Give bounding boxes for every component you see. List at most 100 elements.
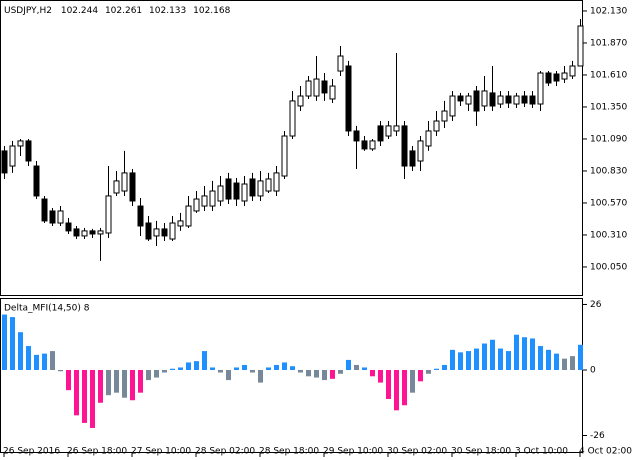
y-tick-label: 101.090 bbox=[590, 134, 627, 144]
y-tick-label: 101.350 bbox=[590, 102, 627, 112]
candle-body bbox=[121, 172, 128, 192]
histogram-bar bbox=[50, 351, 55, 370]
candle-body bbox=[273, 172, 280, 192]
x-tick-label: 30 Sep 02:00 bbox=[387, 447, 447, 457]
histogram-bar bbox=[354, 364, 359, 370]
header-close: 102.168 bbox=[193, 6, 230, 16]
histogram-bar bbox=[90, 369, 95, 428]
histogram-bar bbox=[98, 369, 103, 403]
candle-body bbox=[49, 210, 56, 224]
candle-body bbox=[329, 85, 336, 100]
histogram-bar bbox=[546, 349, 551, 370]
header-open: 102.244 bbox=[61, 6, 98, 16]
histogram-bar bbox=[58, 369, 63, 372]
histogram-bar bbox=[130, 369, 135, 401]
histogram-bar bbox=[346, 359, 351, 370]
candle-body bbox=[145, 222, 152, 240]
candle-body bbox=[33, 165, 40, 197]
histogram-bar bbox=[514, 334, 519, 370]
candle-body bbox=[217, 185, 224, 202]
price-header: USDJPY,H2 102.244 102.261 102.133 102.16… bbox=[4, 6, 231, 16]
candle-body bbox=[577, 25, 584, 67]
histogram-bar bbox=[170, 368, 175, 370]
histogram-bar bbox=[266, 367, 271, 370]
candle-body bbox=[409, 150, 416, 167]
candle-body bbox=[1, 150, 8, 174]
histogram-bar bbox=[306, 369, 311, 377]
histogram-bar bbox=[570, 356, 575, 370]
histogram-bar bbox=[10, 317, 15, 370]
histogram-bar bbox=[562, 358, 567, 370]
candle-body bbox=[377, 125, 384, 142]
histogram-bar bbox=[314, 369, 319, 378]
x-tick-label: 4 Oct 02:00 bbox=[579, 447, 632, 457]
candle-body bbox=[57, 210, 64, 224]
candle-body bbox=[137, 205, 144, 227]
candle-body bbox=[369, 140, 376, 150]
y-tick-label: 0 bbox=[590, 365, 596, 375]
candle-body bbox=[97, 230, 104, 235]
histogram-bar bbox=[162, 369, 167, 373]
histogram-bar bbox=[26, 346, 31, 370]
candle-body bbox=[177, 220, 184, 227]
histogram-bar bbox=[74, 369, 79, 416]
histogram-bar bbox=[338, 369, 343, 374]
histogram-bar bbox=[530, 338, 535, 370]
candle-body bbox=[553, 73, 560, 82]
histogram-bar bbox=[274, 364, 279, 370]
y-tick-label: 101.870 bbox=[590, 38, 627, 48]
x-tick-label: 28 Sep 18:00 bbox=[259, 447, 319, 457]
candle-body bbox=[313, 78, 320, 97]
histogram-bar bbox=[578, 344, 583, 370]
candle-body bbox=[249, 178, 256, 197]
candle-body bbox=[361, 140, 368, 150]
candle-body bbox=[113, 180, 120, 194]
candle-body bbox=[449, 95, 456, 117]
candle-body bbox=[129, 172, 136, 202]
histogram-bar bbox=[226, 369, 231, 381]
candle-body bbox=[417, 140, 424, 162]
histogram-bar bbox=[34, 354, 39, 370]
candle-body bbox=[209, 190, 216, 207]
candle-body bbox=[337, 55, 344, 72]
histogram-bar bbox=[258, 369, 263, 383]
histogram-bar bbox=[330, 369, 335, 379]
histogram-bar bbox=[210, 367, 215, 370]
histogram-bar bbox=[522, 337, 527, 370]
candle-body bbox=[73, 228, 80, 237]
candle-body bbox=[433, 120, 440, 132]
histogram-bar bbox=[18, 332, 23, 370]
candle-body bbox=[561, 72, 568, 80]
candle-body bbox=[281, 135, 288, 177]
indicator-panel bbox=[0, 298, 583, 453]
candle-body bbox=[233, 182, 240, 200]
candle-body bbox=[441, 110, 448, 122]
candle-body bbox=[289, 100, 296, 137]
x-tick-label: 26 Sep 2016 bbox=[3, 447, 60, 457]
candle-body bbox=[25, 140, 32, 162]
candle-body bbox=[473, 90, 480, 112]
candle-body bbox=[257, 180, 264, 197]
candle-body bbox=[457, 95, 464, 102]
candle-body bbox=[241, 183, 248, 202]
histogram-bar bbox=[538, 346, 543, 370]
candle-body bbox=[265, 178, 272, 192]
y-tick-label: -26 bbox=[590, 431, 605, 441]
histogram-bar bbox=[434, 368, 439, 370]
histogram-bar bbox=[362, 367, 367, 370]
y-tick-label: 100.830 bbox=[590, 166, 627, 176]
candle-body bbox=[185, 205, 192, 227]
histogram-bar bbox=[282, 362, 287, 370]
histogram-bar bbox=[138, 369, 143, 393]
y-tick-label: 100.310 bbox=[590, 230, 627, 240]
histogram-bar bbox=[426, 369, 431, 374]
candle-body bbox=[169, 222, 176, 240]
histogram-bar bbox=[106, 369, 111, 396]
candle-body bbox=[321, 80, 328, 94]
candle-body bbox=[513, 95, 520, 105]
histogram-bar bbox=[394, 369, 399, 411]
histogram-bar bbox=[242, 364, 247, 370]
candle-body bbox=[153, 228, 160, 237]
histogram-bar bbox=[490, 339, 495, 370]
